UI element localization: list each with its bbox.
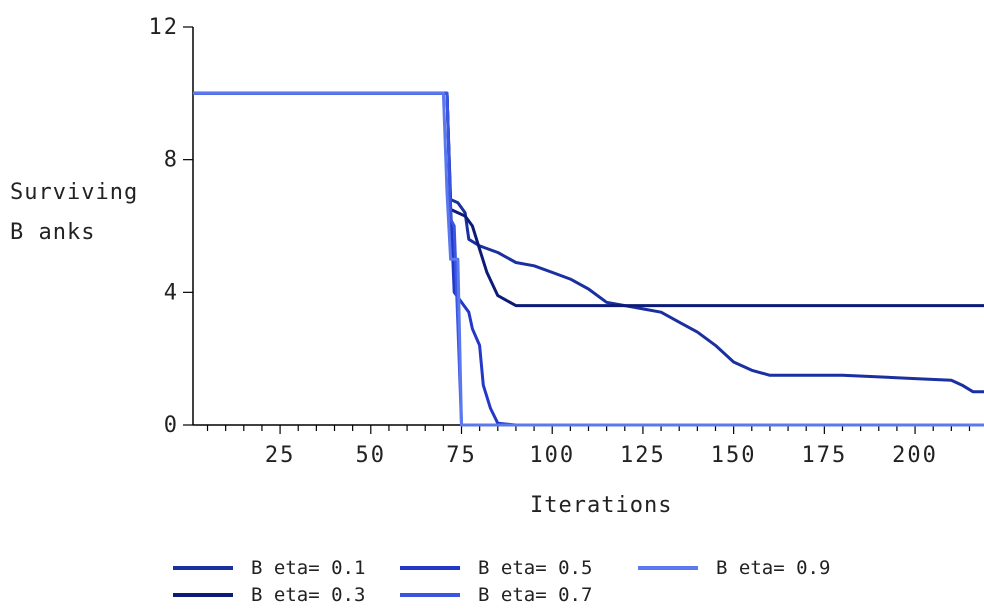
x-tick-label: 100 [529,443,575,468]
legend-swatch [400,593,460,597]
legend-label: B eta= 0.5 [478,557,593,579]
y-tick-label: 8 [164,148,179,173]
legend-label: B eta= 0.1 [251,557,366,579]
legend-label: B eta= 0.9 [716,557,831,579]
x-tick-label: 50 [356,443,387,468]
legend-swatch [638,566,698,570]
x-axis-label: Iterations [530,493,673,518]
y-tick-label: 4 [164,280,179,305]
y-tick-label: 12 [149,15,180,40]
x-tick-label: 200 [892,443,938,468]
legend-item-beta-0.5: B eta= 0.5 [400,557,592,579]
x-tick-label: 25 [265,443,296,468]
legend-swatch [173,593,233,597]
y-axis-label-line2: B anks [10,220,96,245]
x-tick-label: 75 [446,443,477,468]
y-axis-label-line1: Surviving [10,180,139,205]
x-tick-label: 150 [711,443,757,468]
legend-label: B eta= 0.3 [251,584,366,606]
legend-item-beta-0.7: B eta= 0.7 [400,584,592,606]
x-tick-label: 175 [801,443,847,468]
legend-item-beta-0.3: B eta= 0.3 [173,584,365,606]
legend-item-beta-0.1: B eta= 0.1 [173,557,365,579]
legend-swatch [400,566,460,570]
legend-swatch [173,566,233,570]
series-line-5 [193,91,984,427]
legend-item-beta-0.9: B eta= 0.9 [638,557,830,579]
x-tick-label: 125 [620,443,666,468]
series-line-2 [193,91,984,308]
legend-label: B eta= 0.7 [478,584,593,606]
series-line-1 [193,91,984,394]
y-tick-label: 0 [164,413,179,438]
